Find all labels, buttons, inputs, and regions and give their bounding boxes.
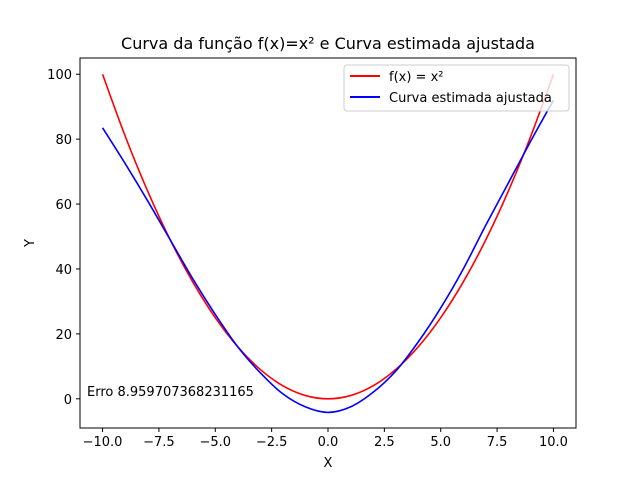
plot-lines <box>101 73 555 414</box>
x-axis-label: X <box>324 456 333 471</box>
x-tick-label: 10.0 <box>539 435 568 450</box>
x-tick-label: 5.0 <box>430 435 451 450</box>
series-line-fitted-curve <box>101 99 555 414</box>
y-tick-label: 80 <box>55 133 72 148</box>
legend-box <box>343 64 570 112</box>
chart-title: Curva da função f(x)=x² e Curva estimada… <box>121 34 535 53</box>
legend: f(x) = x² Curva estimada ajustada <box>343 64 570 112</box>
x-tick-label: 7.5 <box>487 435 508 450</box>
y-tick-label: 0 <box>64 393 72 408</box>
y-tick-label: 100 <box>47 68 72 83</box>
x-axis: −10.0 −7.5 −5.0 −2.5 0.0 2.5 5.0 7.5 10.0 <box>83 428 568 450</box>
legend-label-fitted-curve: Curva estimada ajustada <box>389 91 552 106</box>
error-annotation: Erro 8.959707368231165 <box>87 385 254 400</box>
x-tick-label: 2.5 <box>374 435 395 450</box>
y-tick-label: 20 <box>55 328 72 343</box>
y-tick-label: 40 <box>55 263 72 278</box>
x-tick-label: −5.0 <box>199 435 231 450</box>
y-axis: 0 20 40 60 80 100 <box>47 68 80 408</box>
x-tick-label: −10.0 <box>83 435 123 450</box>
y-tick-label: 60 <box>55 198 72 213</box>
legend-label-f-x: f(x) = x² <box>389 70 443 85</box>
x-tick-label: 0.0 <box>318 435 339 450</box>
x-tick-label: −7.5 <box>143 435 175 450</box>
x-tick-label: −2.5 <box>256 435 288 450</box>
y-axis-label: Y <box>23 239 38 248</box>
